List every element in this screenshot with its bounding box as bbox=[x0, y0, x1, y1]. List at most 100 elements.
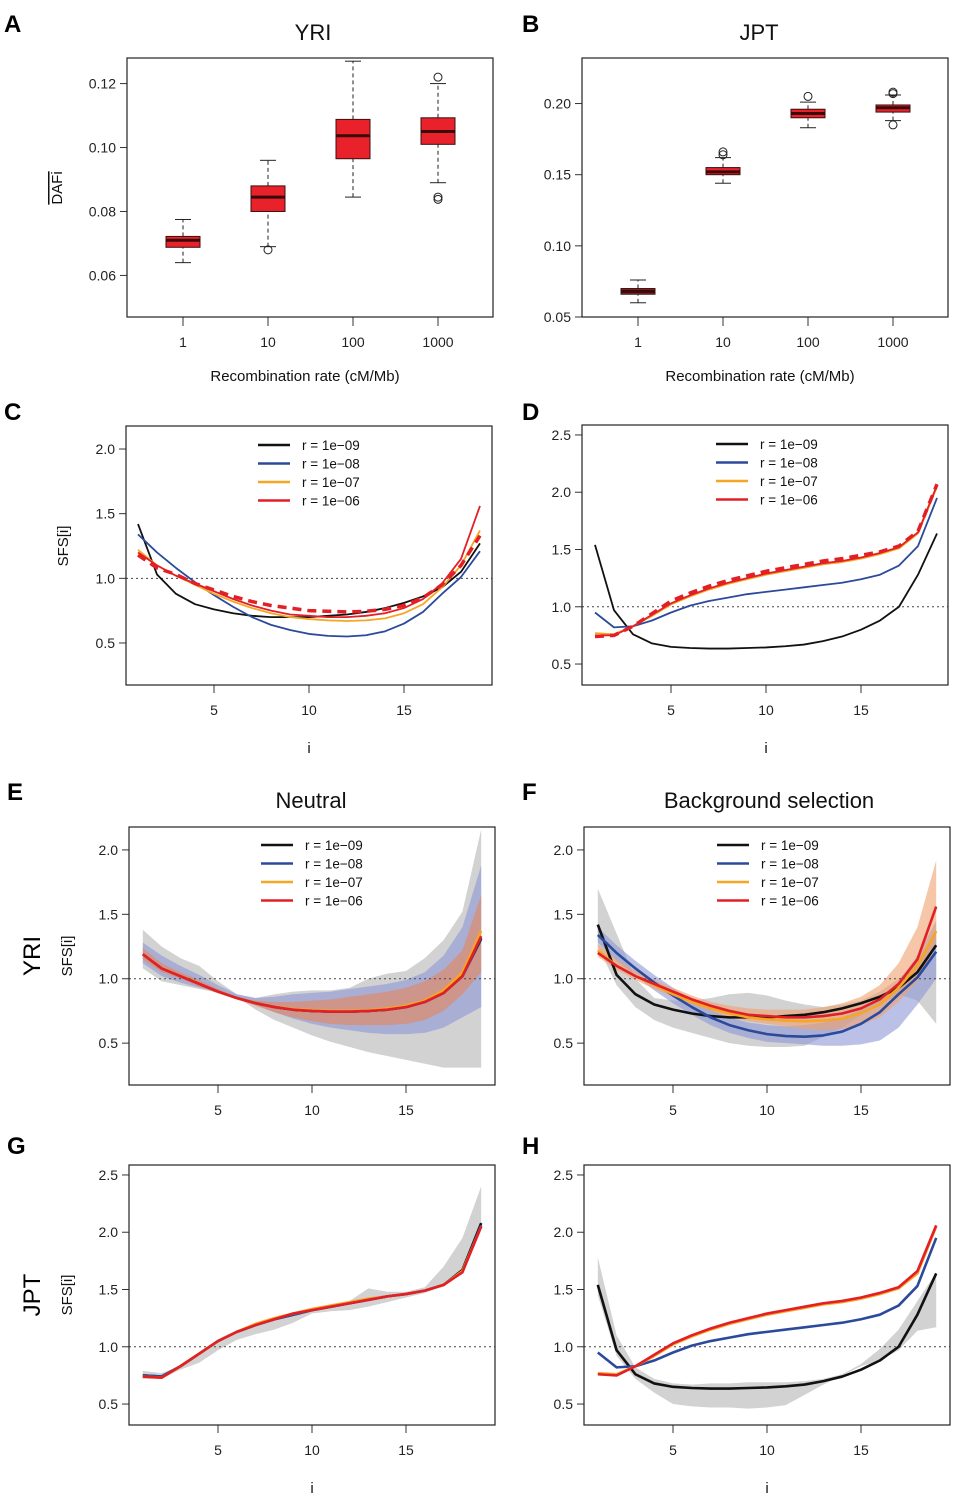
legend-label: r = 1e−07 bbox=[305, 875, 363, 890]
legend-label: r = 1e−08 bbox=[305, 857, 363, 872]
box-10 bbox=[705, 147, 741, 184]
outlier bbox=[718, 147, 728, 157]
y-tick-label: 1.5 bbox=[554, 906, 574, 922]
plot-frame bbox=[581, 424, 949, 686]
plot-frame bbox=[128, 826, 496, 1086]
y-tick-label: 0.10 bbox=[89, 140, 116, 156]
legend-label: r = 1e−08 bbox=[760, 456, 818, 471]
panel-title: Background selection bbox=[664, 788, 874, 813]
panel-letter: H bbox=[522, 1133, 539, 1160]
legend-label: r = 1e−09 bbox=[760, 437, 818, 452]
panel-letter: A bbox=[4, 11, 21, 38]
outlier bbox=[433, 192, 443, 202]
panel-title: Neutral bbox=[276, 788, 347, 813]
x-tick-label: 10 bbox=[758, 702, 774, 718]
y-tick-label: 2.0 bbox=[554, 842, 574, 858]
outlier bbox=[803, 91, 813, 101]
series-line-dashed bbox=[137, 534, 482, 614]
panel-title: JPT bbox=[739, 20, 778, 45]
panel-letter: B bbox=[522, 11, 539, 38]
confidence-band bbox=[597, 1257, 937, 1409]
y-tick-label: 0.5 bbox=[554, 1396, 574, 1412]
panel-letter: D bbox=[522, 399, 539, 426]
y-tick-label: 0.5 bbox=[99, 1035, 119, 1051]
row-label: YRI bbox=[19, 936, 46, 976]
legend-item: r = 1e−09 bbox=[261, 838, 363, 853]
legend-item: r = 1e−08 bbox=[717, 857, 819, 872]
y-tick-label: 0.5 bbox=[552, 656, 572, 672]
y-tick-label: 2.0 bbox=[99, 1224, 119, 1240]
x-tick-label: 15 bbox=[853, 1442, 869, 1458]
series-line bbox=[142, 1222, 483, 1378]
legend-item: r = 1e−09 bbox=[716, 437, 818, 452]
y-tick-label: 0.12 bbox=[89, 76, 116, 92]
legend-item: r = 1e−07 bbox=[261, 875, 363, 890]
legend-label: r = 1e−08 bbox=[761, 857, 819, 872]
plot-frame bbox=[583, 1164, 951, 1426]
confidence-band bbox=[142, 1186, 482, 1379]
x-tick-label: 5 bbox=[669, 1442, 677, 1458]
panel-letter: C bbox=[4, 399, 21, 426]
panel-d: Di 0.5 1.0 1.5 2.0 2.5 5 10 15 r = 1e−09 r = 1e−08… bbox=[522, 399, 949, 757]
series-line bbox=[137, 533, 481, 638]
legend-label: r = 1e−09 bbox=[305, 838, 363, 853]
box-10 bbox=[250, 159, 286, 255]
box-1 bbox=[620, 279, 656, 304]
x-tick-label: 15 bbox=[398, 1442, 414, 1458]
y-tick-label: 1.0 bbox=[96, 570, 116, 586]
y-tick-label: 0.08 bbox=[89, 203, 116, 219]
x-tick-label: 5 bbox=[667, 702, 675, 718]
legend-item: r = 1e−07 bbox=[717, 875, 819, 890]
legend-item: r = 1e−08 bbox=[261, 857, 363, 872]
panel-letter: G bbox=[7, 1133, 26, 1160]
legend-item: r = 1e−06 bbox=[261, 894, 363, 909]
confidence-band bbox=[142, 895, 482, 1026]
plot-area bbox=[584, 860, 950, 1048]
x-axis-label: i bbox=[765, 1480, 768, 1497]
box-1000 bbox=[420, 72, 456, 204]
y-tick-label: 0.05 bbox=[544, 309, 571, 325]
plot-area bbox=[620, 87, 911, 304]
y-tick-label: 2.5 bbox=[552, 427, 572, 443]
x-tick-label: 10 bbox=[759, 1102, 775, 1118]
series-line bbox=[594, 486, 938, 636]
y-tick-label: 1.5 bbox=[552, 542, 572, 558]
box-100 bbox=[335, 60, 371, 198]
y-tick-label: 1.0 bbox=[99, 971, 119, 987]
y-tick-label: 0.20 bbox=[544, 96, 571, 112]
panel-letter: F bbox=[522, 779, 537, 806]
y-tick-label: 2.0 bbox=[99, 842, 119, 858]
x-tick-label: 5 bbox=[214, 1102, 222, 1118]
legend-item: r = 1e−08 bbox=[258, 457, 360, 472]
panel-f: F Background selection 0.5 1.0 1.5 2.0 5 10 15 r … bbox=[522, 779, 951, 1118]
series-line bbox=[597, 1224, 938, 1377]
outlier bbox=[263, 245, 273, 255]
y-tick-label: 1.5 bbox=[554, 1282, 574, 1298]
legend-item: r = 1e−08 bbox=[716, 456, 818, 471]
x-tick-label: 5 bbox=[214, 1442, 222, 1458]
series-line bbox=[597, 906, 938, 1019]
panel-e: E Neutral SFS[i] YRI 0.5 1.0 1.5 2.0 5 10 15 r = 1e… bbox=[7, 779, 496, 1118]
legend-label: r = 1e−07 bbox=[760, 474, 818, 489]
y-tick-label: 1.5 bbox=[99, 906, 119, 922]
y-tick-label: 2.0 bbox=[554, 1224, 574, 1240]
x-tick-label: 15 bbox=[853, 702, 869, 718]
x-axis-label: i bbox=[310, 1480, 313, 1497]
series-line bbox=[596, 1272, 938, 1390]
plot-area bbox=[584, 1224, 950, 1409]
x-tick-label: 15 bbox=[396, 702, 412, 718]
y-tick-label: 1.5 bbox=[96, 506, 116, 522]
x-tick-label: 10 bbox=[260, 334, 276, 350]
panel-h: Hi 0.5 1.0 1.5 2.0 2.5 5 10 15 bbox=[522, 1133, 951, 1497]
box-1000 bbox=[875, 87, 911, 130]
panel-title: YRI bbox=[295, 20, 332, 45]
x-tick-label: 5 bbox=[210, 702, 218, 718]
x-tick-label: 10 bbox=[301, 702, 317, 718]
y-tick-label: 0.15 bbox=[544, 167, 571, 183]
y-tick-label: 1.0 bbox=[99, 1339, 119, 1355]
series-line bbox=[142, 935, 483, 1013]
legend-label: r = 1e−07 bbox=[761, 875, 819, 890]
x-tick-label: 1 bbox=[634, 334, 642, 350]
x-axis-label: Recombination rate (cM/Mb) bbox=[210, 368, 399, 385]
